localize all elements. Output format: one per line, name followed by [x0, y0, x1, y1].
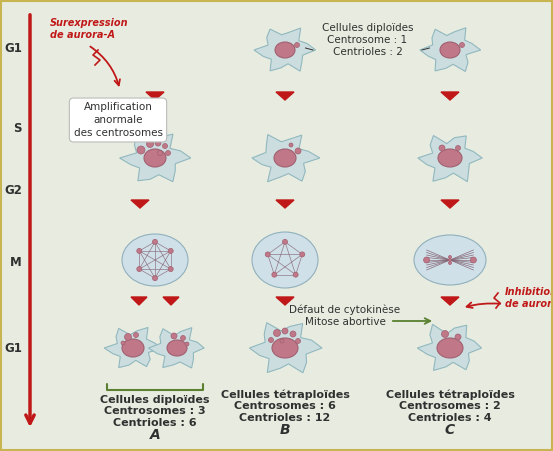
- Text: Cellules tétraploïdes: Cellules tétraploïdes: [385, 390, 514, 400]
- Circle shape: [185, 342, 189, 346]
- Ellipse shape: [272, 338, 298, 358]
- Text: A: A: [150, 428, 160, 442]
- Circle shape: [300, 252, 305, 257]
- Text: Cellules tétraploïdes: Cellules tétraploïdes: [221, 390, 349, 400]
- Ellipse shape: [252, 232, 318, 288]
- Polygon shape: [146, 92, 164, 100]
- Circle shape: [168, 249, 173, 253]
- Circle shape: [295, 42, 300, 47]
- Circle shape: [456, 146, 461, 151]
- Text: B: B: [280, 423, 290, 437]
- Polygon shape: [276, 297, 294, 305]
- Circle shape: [137, 249, 142, 253]
- Text: M: M: [11, 257, 22, 270]
- Polygon shape: [420, 28, 481, 71]
- Polygon shape: [418, 135, 482, 182]
- Polygon shape: [441, 92, 459, 100]
- Polygon shape: [276, 92, 294, 100]
- Circle shape: [460, 42, 465, 47]
- Circle shape: [147, 141, 154, 147]
- Circle shape: [171, 333, 177, 339]
- Text: Amplification
anormale
des centrosomes: Amplification anormale des centrosomes: [74, 102, 163, 138]
- Text: Défaut de cytokinèse
Mitose abortive: Défaut de cytokinèse Mitose abortive: [289, 304, 400, 327]
- Circle shape: [133, 332, 138, 337]
- Circle shape: [471, 257, 476, 263]
- Polygon shape: [254, 28, 316, 71]
- Circle shape: [153, 239, 158, 244]
- Ellipse shape: [274, 149, 296, 167]
- Text: Centrosomes : 3
Centrioles : 6: Centrosomes : 3 Centrioles : 6: [104, 406, 206, 428]
- Polygon shape: [252, 134, 320, 182]
- Circle shape: [293, 272, 298, 277]
- Text: Inhibition
de aurora-B: Inhibition de aurora-B: [505, 287, 553, 309]
- Polygon shape: [104, 327, 163, 368]
- Text: Cellules diploïdes
Centrosome : 1
Centrioles : 2: Cellules diploïdes Centrosome : 1 Centri…: [322, 23, 413, 57]
- Circle shape: [448, 256, 451, 258]
- Ellipse shape: [122, 339, 144, 357]
- Ellipse shape: [275, 42, 295, 58]
- Polygon shape: [131, 200, 149, 208]
- Polygon shape: [418, 324, 482, 370]
- Circle shape: [168, 267, 173, 272]
- Circle shape: [448, 258, 451, 262]
- Circle shape: [155, 140, 161, 146]
- Ellipse shape: [414, 235, 486, 285]
- Circle shape: [180, 336, 185, 341]
- Circle shape: [282, 328, 288, 334]
- Circle shape: [439, 145, 445, 151]
- Polygon shape: [276, 200, 294, 208]
- Circle shape: [272, 272, 277, 277]
- Text: C: C: [445, 423, 455, 437]
- Text: Cellules diploïdes: Cellules diploïdes: [100, 395, 210, 405]
- Circle shape: [121, 341, 125, 345]
- Ellipse shape: [144, 149, 166, 167]
- Polygon shape: [249, 322, 322, 373]
- Text: G1: G1: [4, 341, 22, 354]
- Text: Centrosomes : 6
Centrioles : 12: Centrosomes : 6 Centrioles : 12: [234, 401, 336, 423]
- Text: S: S: [13, 121, 22, 134]
- Text: Surexpression
de aurora-A: Surexpression de aurora-A: [50, 18, 129, 41]
- Circle shape: [295, 339, 300, 344]
- Polygon shape: [441, 200, 459, 208]
- Circle shape: [290, 331, 296, 337]
- Polygon shape: [149, 327, 204, 368]
- Circle shape: [137, 146, 145, 154]
- Polygon shape: [441, 297, 459, 305]
- Text: G2: G2: [4, 184, 22, 197]
- Circle shape: [158, 151, 163, 156]
- Ellipse shape: [440, 42, 460, 58]
- Circle shape: [448, 262, 451, 264]
- Circle shape: [124, 333, 132, 341]
- Circle shape: [289, 143, 293, 147]
- Polygon shape: [119, 134, 191, 182]
- Circle shape: [269, 337, 274, 342]
- Circle shape: [274, 330, 280, 336]
- Circle shape: [137, 267, 142, 272]
- Ellipse shape: [122, 234, 188, 286]
- Circle shape: [441, 331, 448, 337]
- Circle shape: [163, 143, 168, 148]
- Circle shape: [165, 151, 170, 156]
- Ellipse shape: [438, 149, 462, 167]
- Circle shape: [455, 334, 461, 340]
- Circle shape: [295, 148, 301, 154]
- Text: G1: G1: [4, 41, 22, 55]
- Circle shape: [280, 339, 284, 343]
- Circle shape: [265, 252, 270, 257]
- Ellipse shape: [167, 340, 187, 356]
- Circle shape: [153, 276, 158, 281]
- Polygon shape: [163, 297, 179, 305]
- Text: Centrosomes : 2
Centrioles : 4: Centrosomes : 2 Centrioles : 4: [399, 401, 501, 423]
- Polygon shape: [131, 297, 147, 305]
- Circle shape: [283, 239, 288, 244]
- Ellipse shape: [437, 338, 463, 358]
- Circle shape: [424, 257, 430, 263]
